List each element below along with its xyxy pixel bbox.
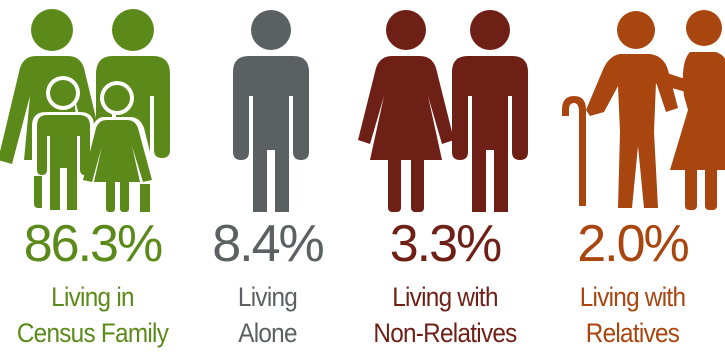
label-alone-line1: Living xyxy=(237,282,298,312)
label-census-family-line1: Living in xyxy=(51,282,134,312)
group-non-relatives: 3.3% Living with Non-Relatives xyxy=(350,0,540,352)
label-census-family-line2: Census Family xyxy=(16,318,169,348)
family-icon xyxy=(0,9,170,214)
label-relatives-line2: Relatives xyxy=(585,318,680,348)
percent-census-family: 86.3% xyxy=(23,215,163,273)
group-relatives: 2.0% Living with Relatives xyxy=(540,0,725,352)
percent-alone: 8.4% xyxy=(212,215,325,273)
label-non-relatives-line2: Non-Relatives xyxy=(373,318,517,348)
label-relatives-line1: Living with xyxy=(579,282,686,312)
group-census-family: 86.3% Living in Census Family xyxy=(0,0,185,352)
elderly-couple-icon xyxy=(562,10,725,210)
label-non-relatives-line1: Living with xyxy=(392,282,498,312)
percent-relatives: 2.0% xyxy=(577,215,690,273)
label-alone-line2: Alone xyxy=(238,318,297,348)
group-alone: 8.4% Living Alone xyxy=(185,0,350,352)
person-icon xyxy=(233,10,309,212)
percent-non-relatives: 3.3% xyxy=(389,215,503,273)
couple-icon xyxy=(358,10,528,212)
